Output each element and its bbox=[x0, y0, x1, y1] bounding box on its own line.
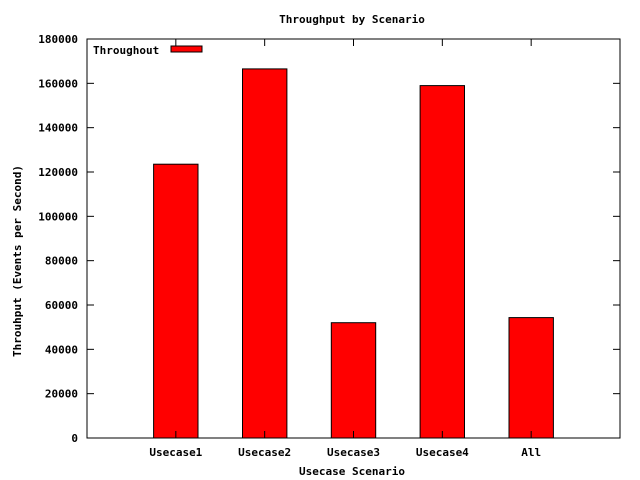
y-tick-label: 20000 bbox=[45, 388, 78, 401]
y-tick-label: 120000 bbox=[38, 166, 78, 179]
y-tick-label: 60000 bbox=[45, 299, 78, 312]
x-axis-ticks: Usecase1 Usecase2 Usecase3 Usecase4 All bbox=[149, 39, 541, 459]
bar-all bbox=[508, 317, 554, 439]
y-tick-label: 40000 bbox=[45, 343, 78, 356]
y-tick-label: 140000 bbox=[38, 122, 78, 135]
y-axis-label: Throuhput (Events per Second) bbox=[11, 165, 24, 357]
bar-usecase2 bbox=[242, 68, 288, 439]
y-tick-label: 180000 bbox=[38, 33, 78, 46]
bar-usecase3 bbox=[330, 322, 377, 439]
x-tick-label: Usecase4 bbox=[416, 446, 469, 459]
y-tick-label: 160000 bbox=[38, 77, 78, 90]
legend-swatch bbox=[170, 45, 203, 53]
legend: Throughout bbox=[93, 44, 203, 57]
y-axis-ticks: 0 20000 40000 60000 80000 100000 120000 140000 1… bbox=[38, 33, 620, 445]
x-tick-label: All bbox=[521, 446, 541, 459]
x-tick-label: Usecase2 bbox=[238, 446, 291, 459]
x-axis-label: Usecase Scenario bbox=[299, 465, 405, 478]
y-tick-label: 0 bbox=[71, 432, 78, 445]
x-tick-label: Usecase3 bbox=[327, 446, 380, 459]
legend-label: Throughout bbox=[93, 44, 159, 57]
chart-title: Throughput by Scenario bbox=[279, 13, 425, 26]
bar-usecase1 bbox=[153, 163, 199, 439]
bars-layer bbox=[153, 68, 554, 439]
y-tick-label: 100000 bbox=[38, 210, 78, 223]
bar-usecase4 bbox=[419, 85, 466, 439]
x-tick-label: Usecase1 bbox=[149, 446, 202, 459]
y-tick-label: 80000 bbox=[45, 255, 78, 268]
